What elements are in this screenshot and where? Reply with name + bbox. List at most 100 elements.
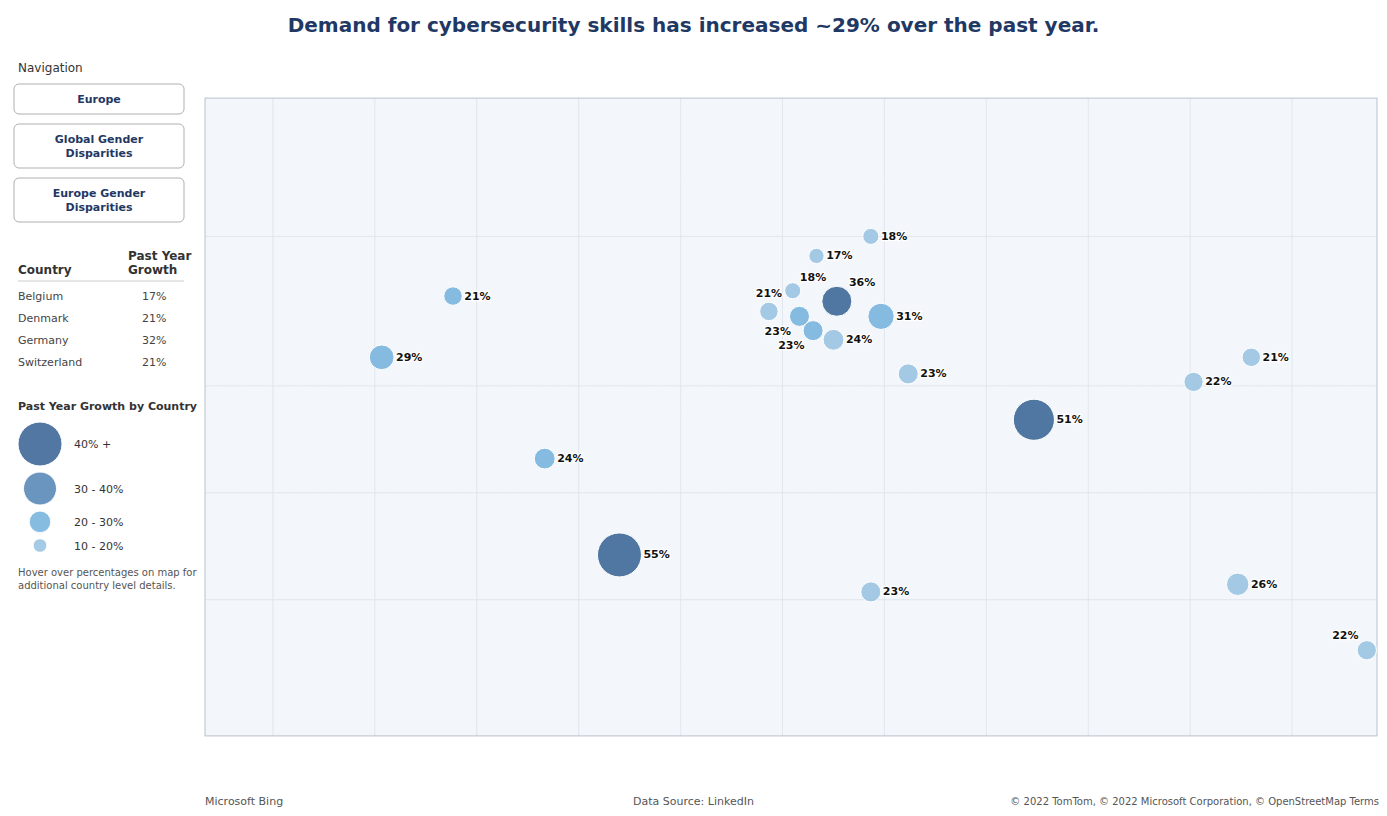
nav-button-label: Global GenderDisparities: [55, 133, 144, 160]
data-label: 18%: [881, 230, 907, 243]
table-cell-line: Switzerland: [18, 356, 82, 369]
table-cell-line: Belgium: [18, 290, 63, 303]
bubble: [1242, 348, 1260, 366]
nav-button-label-line: Disparities: [66, 201, 133, 214]
footer-right: © 2022 TomTom, © 2022 Microsoft Corporat…: [1010, 796, 1379, 807]
nav-button-box: [14, 124, 184, 168]
data-label: 24%: [846, 333, 872, 346]
table-header-line: Country: [18, 263, 72, 277]
bubble: [861, 582, 881, 602]
left-panel: NavigationEuropeGlobal GenderDisparities…: [14, 61, 197, 591]
table-cell-line: Germany: [18, 334, 69, 347]
title-line: Demand for cybersecurity skills has incr…: [288, 13, 1100, 37]
data-label: 24%: [557, 452, 583, 465]
legend-label: 40% +: [74, 438, 111, 451]
nav-button-label-line: Global Gender: [55, 133, 144, 146]
table-cell-line: 32%: [142, 334, 166, 347]
data-label: 23%: [765, 325, 791, 338]
data-label: 21%: [756, 287, 782, 300]
footer-left-line: Microsoft Bing: [205, 795, 283, 808]
nav-button-label-line: Disparities: [66, 147, 133, 160]
bubbles: [369, 228, 1376, 660]
data-label: 55%: [643, 548, 669, 561]
bubble: [803, 321, 823, 341]
data-labels: 21%29%24%55%17%18%18%21%36%23%23%24%31%2…: [396, 230, 1359, 642]
map-background: [205, 98, 1377, 736]
data-label: 31%: [896, 310, 922, 323]
data-label: 17%: [826, 249, 852, 262]
legend-label-line: 30 - 40%: [74, 483, 123, 496]
data-label: 22%: [1205, 375, 1231, 388]
graticule-group: [205, 98, 1377, 736]
bubble: [534, 448, 555, 469]
graticule: [205, 98, 1377, 736]
nav-button: Global GenderDisparities: [14, 124, 184, 168]
legend-label: 10 - 20%: [74, 540, 123, 553]
data-label: 51%: [1056, 413, 1082, 426]
nav-button-label: Europe: [77, 93, 121, 106]
bubble: [822, 286, 852, 316]
title: Demand for cybersecurity skills has incr…: [288, 13, 1100, 37]
table-cell: Denmark: [18, 312, 69, 325]
table-cell-line: Denmark: [18, 312, 69, 325]
table-header-line: Past Year: [128, 249, 191, 263]
table-cell: 32%: [142, 334, 166, 347]
table-cell: 21%: [142, 356, 166, 369]
bubble: [898, 364, 918, 384]
table-header: Country: [18, 263, 72, 277]
table-cell-line: 21%: [142, 356, 166, 369]
legend-title-line: Past Year Growth by Country: [18, 400, 197, 413]
nav-label: Navigation: [18, 61, 83, 75]
table-cell-line: 17%: [142, 290, 166, 303]
map-frame: [205, 98, 1377, 736]
data-label: 23%: [778, 339, 804, 352]
footer-center: Data Source: LinkedIn: [633, 795, 754, 808]
legend-symbol: [29, 511, 51, 533]
nav-button-label-line: Europe Gender: [53, 187, 146, 200]
bubble: [785, 283, 801, 299]
bubble: [809, 248, 824, 263]
table-cell-line: 21%: [142, 312, 166, 325]
bubble: [1184, 372, 1203, 391]
table-cell: 17%: [142, 290, 166, 303]
legend-label: 30 - 40%: [74, 483, 123, 496]
legend: 40% + 30 - 40% 20 - 30% 10 - 20%: [18, 422, 123, 553]
data-label: 22%: [1332, 629, 1358, 642]
data-label: 21%: [1263, 351, 1289, 364]
legend-label-line: 20 - 30%: [74, 516, 123, 529]
legend-title: Past Year Growth by Country: [18, 400, 197, 413]
data-label: 23%: [920, 367, 946, 380]
bubble: [597, 533, 641, 577]
bubble: [823, 329, 844, 350]
nav-button-box: [14, 84, 184, 114]
bubble: [1013, 399, 1054, 440]
nav-button-label: Europe GenderDisparities: [53, 187, 146, 214]
footer-left: Microsoft Bing: [205, 795, 283, 808]
data-label: 21%: [464, 290, 490, 303]
data-label: 29%: [396, 351, 422, 364]
bubble: [1357, 641, 1376, 660]
note: Hover over percentages on map for additio…: [18, 567, 197, 591]
legend-symbol: [18, 422, 62, 466]
data-label: 36%: [849, 276, 875, 289]
bubble: [1227, 573, 1249, 595]
legend-label-line: 40% +: [74, 438, 111, 451]
nav-label-line: Navigation: [18, 61, 83, 75]
note-line: additional country level details.: [18, 580, 176, 591]
data-label: 26%: [1251, 578, 1277, 591]
table-cell: Belgium: [18, 290, 63, 303]
nav-button-box: [14, 178, 184, 222]
table-header-line: Growth: [128, 263, 177, 277]
table-cell: Germany: [18, 334, 69, 347]
bubble: [444, 287, 462, 305]
table-cell: 21%: [142, 312, 166, 325]
legend-label-line: 10 - 20%: [74, 540, 123, 553]
legend-label: 20 - 30%: [74, 516, 123, 529]
table-rule: [18, 281, 184, 282]
bubble: [760, 302, 778, 320]
legend-symbol: [23, 472, 56, 505]
bubble: [863, 228, 879, 244]
table-header: Past YearGrowth: [128, 249, 191, 277]
data-label: 18%: [800, 271, 826, 284]
note-line: Hover over percentages on map for: [18, 567, 197, 578]
